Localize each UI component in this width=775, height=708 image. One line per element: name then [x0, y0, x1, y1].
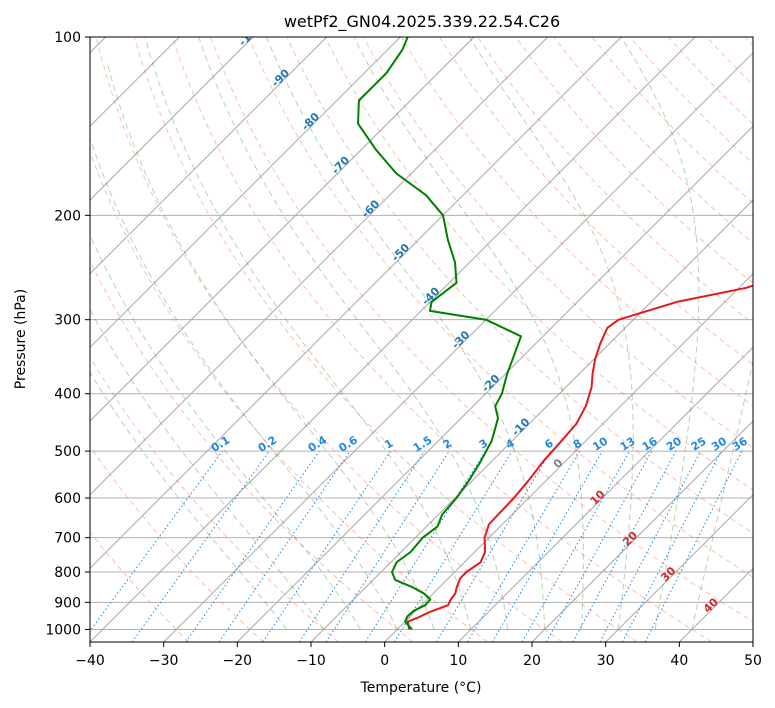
dry-adiabat: [95, 37, 563, 642]
dry-adiabat: [133, 37, 638, 642]
x-tick-label: 20: [523, 653, 541, 669]
dry-adiabat: [90, 259, 414, 642]
isotherm-line: [90, 37, 696, 642]
x-tick-label: 30: [597, 653, 615, 669]
isotherm-line: [90, 37, 622, 570]
profile-series: [357, 37, 753, 631]
axes: −40 −30 −20 −10 0 10 20 30 40 50 1000 900 800 700 600 5…: [45, 30, 762, 669]
isotherm-line: [90, 37, 549, 496]
moist-adiabat: [144, 37, 472, 630]
background-lines: [90, 37, 753, 642]
dry-adiabat: [171, 37, 712, 642]
temperature-line: [407, 284, 753, 630]
isotherm-line: [531, 420, 753, 642]
dry-adiabat: [248, 37, 753, 578]
y-axis-label: Pressure (hPa): [13, 289, 29, 389]
x-tick-label: −40: [75, 653, 105, 669]
mixing-ratio-line: [325, 450, 450, 642]
dry-adiabat: [90, 150, 488, 642]
dry-adiabat: [286, 37, 753, 534]
moist-adiabat: [691, 358, 753, 630]
y-tick-label: 400: [54, 387, 81, 403]
moist-adiabat: [90, 308, 325, 630]
x-tick-label: 0: [380, 653, 389, 669]
mixing-ratio-line: [467, 450, 580, 642]
x-tick-label: −10: [296, 653, 326, 669]
isotherm-line: [163, 51, 753, 642]
chart-title: wetPf2_GN04.2025.339.22.54.C26: [284, 12, 560, 32]
y-tick-label: 300: [54, 313, 81, 329]
x-tick-label: −20: [223, 653, 253, 669]
isotherm-line: [605, 493, 753, 642]
plot-frame: [89, 36, 754, 643]
isotherm-line: [90, 37, 475, 422]
moist-adiabat: [90, 136, 398, 630]
y-tick-label: 800: [54, 565, 81, 581]
mixing-ratio-line: [545, 450, 653, 642]
x-tick-label: 10: [449, 653, 467, 669]
dewpoint-line: [357, 37, 522, 631]
isotherm-line: [457, 346, 753, 642]
moist-adiabat: [90, 233, 361, 630]
dry-adiabat: [438, 37, 753, 366]
y-tick-label: 500: [54, 444, 81, 460]
x-axis-label: Temperature (°C): [360, 680, 482, 696]
moist-adiabat: [353, 37, 584, 630]
y-tick-label: 1000: [45, 622, 81, 638]
dry-adiabat: [210, 37, 753, 623]
mixing-ratio-line: [364, 450, 486, 642]
mixing-ratio-line: [435, 450, 552, 642]
moist-adiabat: [265, 37, 546, 630]
dry-adiabat: [90, 445, 264, 642]
mixing-ratio-line: [491, 450, 603, 642]
y-tick-label: 600: [54, 491, 81, 507]
moist-adiabat: [90, 371, 288, 630]
dry-adiabat: [400, 37, 753, 407]
y-tick-label: 900: [54, 595, 81, 611]
moist-adiabat: [106, 61, 435, 630]
x-tick-label: −30: [149, 653, 179, 669]
isotherm-line: [90, 37, 254, 201]
y-tick-label: 100: [54, 30, 81, 46]
mixing-ratio-line: [218, 450, 351, 642]
x-tick-label: 40: [670, 653, 688, 669]
isotherm-line: [310, 199, 753, 642]
mixing-ratio-line: [521, 450, 630, 642]
dry-adiabat: [90, 356, 339, 642]
y-tick-label: 700: [54, 531, 81, 547]
mixing-ratio-line: [572, 450, 677, 642]
moist-adiabat: [468, 37, 634, 630]
dry-adiabat: [90, 531, 190, 642]
x-tick-label: 50: [744, 653, 762, 669]
isotherm-label: -100: [236, 20, 265, 49]
moist-adiabat: [198, 37, 509, 630]
y-tick-label: 200: [54, 208, 81, 224]
isotherm-line: [90, 37, 328, 275]
isotherm-line: [90, 37, 401, 349]
mixing-ratio-line: [185, 450, 320, 642]
dry-adiabat: [515, 37, 753, 284]
moist-adiabat: [620, 37, 700, 630]
isotherm-line: [236, 125, 753, 642]
